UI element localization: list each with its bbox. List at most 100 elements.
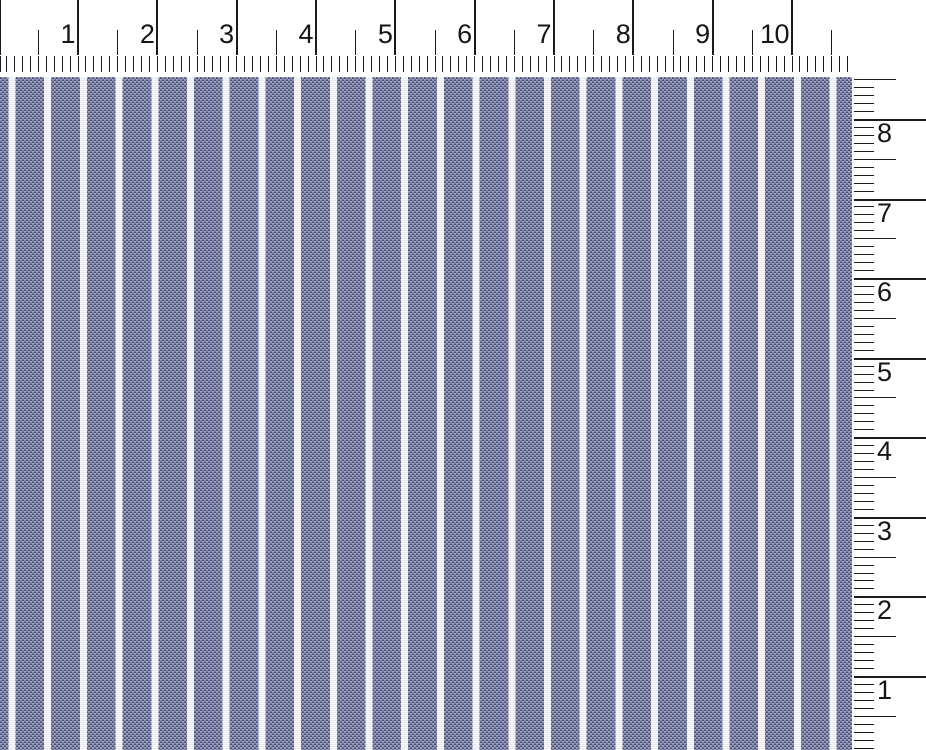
ruler-number: 5 <box>377 19 393 49</box>
ruler-tick <box>854 660 874 661</box>
ruler-tick <box>854 684 874 685</box>
ruler-tick <box>854 103 874 104</box>
ruler-tick <box>854 525 874 526</box>
ruler-tick <box>854 230 874 231</box>
ruler-number: 6 <box>457 19 472 49</box>
ruler-tick <box>854 358 926 360</box>
ruler-tick <box>553 56 555 72</box>
ruler-tick <box>513 56 515 72</box>
ruler-tick <box>743 56 745 72</box>
ruler-tick <box>21 56 23 72</box>
ruler-tick <box>53 56 55 72</box>
ruler-tick <box>648 56 650 72</box>
ruler-tick <box>854 477 896 478</box>
ruler-tick <box>854 222 874 223</box>
ruler-tick <box>854 421 874 422</box>
ruler-tick <box>133 56 135 72</box>
ruler-tick <box>616 56 618 72</box>
ruler-tick <box>529 56 531 72</box>
ruler-tick <box>220 56 222 72</box>
ruler-tick <box>672 56 674 72</box>
ruler-tick <box>831 56 833 72</box>
ruler-number: 2 <box>877 595 892 625</box>
ruler-tick <box>854 135 874 136</box>
ruler-tick <box>712 56 714 72</box>
ruler-number: 1 <box>877 675 892 705</box>
ruler-tick <box>854 95 874 96</box>
ruler-number: 5 <box>877 357 892 387</box>
ruler-tick <box>854 310 874 311</box>
ruler-tick <box>854 382 874 383</box>
ruler-tick <box>235 0 238 55</box>
ruler-tick <box>854 445 874 446</box>
ruler-tick <box>854 612 874 613</box>
ruler-tick <box>339 56 341 72</box>
ruler-tick <box>799 56 801 72</box>
ruler-tick <box>823 56 825 72</box>
ruler-tick <box>854 453 874 454</box>
ruler-tick <box>854 246 874 247</box>
ruler-tick <box>854 676 926 678</box>
ruler-tick <box>45 56 47 72</box>
ruler-tick <box>196 56 198 72</box>
ruler-tick <box>854 573 874 574</box>
ruler-tick <box>759 56 761 72</box>
ruler-number: 7 <box>877 198 892 228</box>
ruler-number: 9 <box>695 19 710 49</box>
ruler-tick <box>854 390 874 391</box>
ruler-tick <box>188 56 190 72</box>
ruler-tick <box>117 30 119 55</box>
ruler-tick <box>474 56 476 72</box>
ruler-tick <box>363 56 365 72</box>
ruler-tick <box>267 56 269 72</box>
ruler-tick <box>569 56 571 72</box>
ruler-tick <box>854 238 896 239</box>
ruler-tick <box>854 636 896 637</box>
ruler-tick <box>664 56 666 72</box>
ruler-tick <box>751 30 753 55</box>
ruler-tick <box>854 119 926 121</box>
ruler-tick <box>609 56 611 72</box>
ruler-tick <box>854 517 926 519</box>
ruler-tick <box>854 580 874 581</box>
ruler-tick <box>672 30 674 55</box>
ruler-tick <box>275 56 277 72</box>
ruler-tick <box>728 56 730 72</box>
ruler-tick <box>783 56 785 72</box>
ruler-tick <box>854 620 874 621</box>
ruler-tick <box>847 56 849 72</box>
ruler-number: 7 <box>536 19 551 49</box>
ruler-tick <box>204 56 206 72</box>
ruler-tick <box>252 56 254 72</box>
ruler-tick <box>196 30 198 55</box>
ruler-tick <box>854 397 896 398</box>
ruler-tick <box>371 56 373 72</box>
ruler-tick <box>593 56 595 72</box>
ruler-tick <box>585 56 587 72</box>
ruler-tick <box>854 334 874 335</box>
ruler-tick <box>513 30 515 55</box>
ruler-number: 6 <box>877 277 892 307</box>
ruler-tick <box>767 56 769 72</box>
ruler-tick <box>854 485 874 486</box>
ruler-number: 4 <box>877 436 892 466</box>
ruler-tick <box>656 56 658 72</box>
ruler-tick <box>854 350 874 351</box>
ruler-tick <box>854 374 874 375</box>
ruler-tick <box>394 56 396 72</box>
ruler-tick <box>720 56 722 72</box>
ruler-tick <box>854 127 874 128</box>
ruler-tick <box>854 732 874 733</box>
ruler-tick <box>69 56 71 72</box>
ruler-tick <box>854 191 874 192</box>
ruler-tick <box>466 56 468 72</box>
ruler-number: 2 <box>139 19 155 49</box>
ruler-tick <box>156 56 158 72</box>
ruler-tick <box>854 541 874 542</box>
ruler-tick <box>854 557 896 558</box>
ruler-number: 8 <box>615 19 631 49</box>
ruler-tick <box>854 533 874 534</box>
ruler-tick <box>735 56 737 72</box>
ruler-tick <box>77 0 80 55</box>
